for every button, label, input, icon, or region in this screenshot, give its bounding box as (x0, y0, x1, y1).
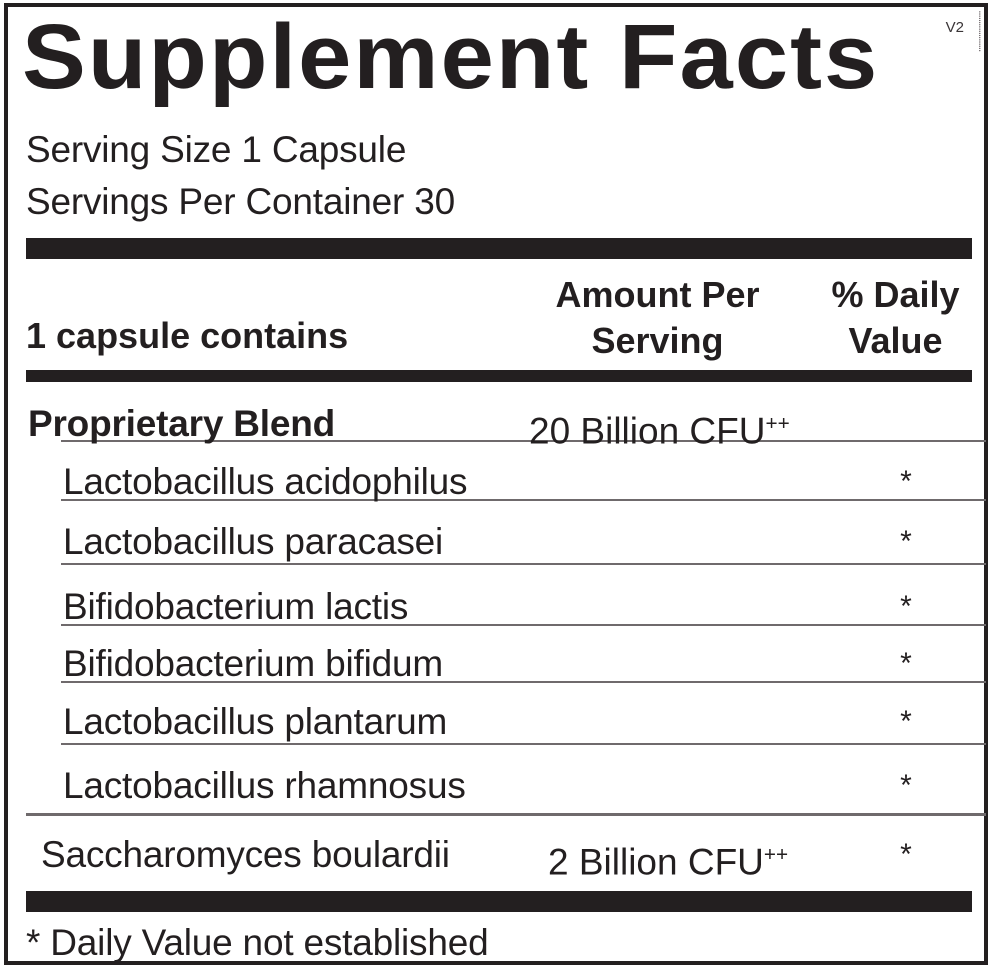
row-divider (61, 440, 986, 442)
divider-bar-bottom (26, 891, 972, 912)
column-header-dv-line1: % Daily (831, 274, 960, 315)
row-divider (61, 624, 986, 626)
ingredient-name: Lactobacillus paracasei (63, 521, 444, 562)
cfu-footnote-marker: ++ (763, 843, 789, 866)
title-block: Supplement Facts V2 (22, 6, 974, 115)
column-header-amount-per-serving: Amount Per Serving (520, 272, 795, 364)
ingredient-name: Bifidobacterium lactis (63, 586, 409, 627)
ingredient-name: Saccharomyces boulardii (41, 834, 450, 875)
cfu-footnote-marker: ++ (765, 412, 790, 435)
ingredient-daily-value: * (900, 838, 912, 871)
ingredient-amount: 2 Billion CFU++ (548, 841, 789, 883)
column-header-dv-line2: Value (848, 320, 943, 361)
ingredient-name: Lactobacillus rhamnosus (63, 765, 466, 806)
ingredient-daily-value: * (900, 465, 912, 498)
ingredient-amount: 20 Billion CFU++ (529, 410, 790, 452)
daily-value-footnote: * Daily Value not established (26, 922, 489, 963)
ingredient-daily-value: * (900, 705, 912, 738)
row-divider (61, 563, 986, 565)
row-divider (61, 743, 986, 745)
divider-bar-top (26, 238, 972, 259)
servings-per-container-text: Servings Per Container 30 (26, 181, 455, 222)
version-mark: V2 (945, 19, 964, 36)
divider-bar-header (26, 370, 972, 382)
column-header-amount-line2: Serving (591, 320, 724, 361)
row-divider (61, 681, 986, 683)
row-divider (26, 813, 986, 816)
ingredient-daily-value: * (900, 525, 912, 558)
ingredient-daily-value: * (900, 590, 912, 623)
proprietary-blend-label: Proprietary Blend (28, 403, 336, 444)
page-title: Supplement Facts (22, 6, 880, 108)
column-header-ingredient: 1 capsule contains (26, 315, 349, 356)
ingredient-name: Lactobacillus plantarum (63, 701, 448, 742)
column-header-daily-value: % Daily Value (803, 272, 988, 364)
ingredient-daily-value: * (900, 647, 912, 680)
edge-microtext: ••••••••••••••••••• (973, 11, 985, 129)
serving-size-text: Serving Size 1 Capsule (26, 129, 407, 170)
edge-microtext-label: ••••••••••••••••••• (976, 11, 982, 52)
row-divider (61, 499, 986, 501)
supplement-facts-panel: Supplement Facts V2 ••••••••••••••••••• … (4, 3, 988, 965)
ingredient-name: Lactobacillus acidophilus (63, 461, 468, 502)
ingredient-name: Bifidobacterium bifidum (63, 643, 443, 684)
ingredient-daily-value: * (900, 769, 912, 802)
column-header-amount-line1: Amount Per (555, 274, 760, 315)
